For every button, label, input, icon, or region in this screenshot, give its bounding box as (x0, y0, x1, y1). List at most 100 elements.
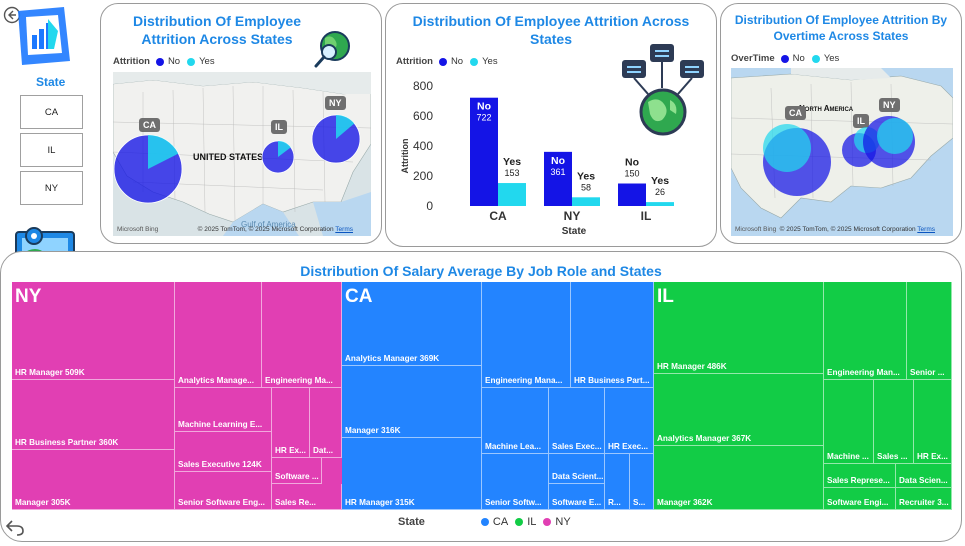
region-label: North America (799, 104, 854, 113)
overtime-map[interactable]: North America CA IL NY Microsoft Bing © … (731, 68, 953, 236)
treemap-cell-label: HR Ex... (917, 452, 948, 461)
treemap-cell-label: Senior Softw... (485, 498, 542, 507)
bar-no-il[interactable] (618, 183, 646, 207)
bar-series-label-yes: Yes (503, 156, 521, 168)
treemap-cell[interactable]: Manager 316K (342, 366, 482, 438)
treemap-cell[interactable]: Engineering Mana... (482, 282, 571, 388)
x-tick-label: IL (641, 209, 652, 223)
treemap-cell-label: Analytics Manage... (178, 376, 254, 385)
treemap-cell-label: HR Exec... (608, 442, 649, 451)
treemap-cell[interactable]: S... (630, 454, 654, 510)
bar-yes-ny[interactable] (572, 197, 600, 206)
treemap-cell[interactable]: Manager 305K (12, 450, 175, 510)
treemap-state-label: CA (345, 286, 373, 307)
treemap-cell-label: Sales Re... (275, 498, 316, 507)
treemap-cell[interactable]: Analytics Manage... (175, 282, 262, 388)
bar-series-label-yes: Yes (651, 175, 669, 187)
map-pie-ny[interactable] (311, 114, 361, 164)
treemap-legend-ca-dot (480, 518, 489, 526)
treemap-cell[interactable]: Software ... (272, 458, 322, 484)
treemap-cell[interactable]: Sales ... (874, 380, 914, 464)
map-pie-ca[interactable] (113, 134, 183, 204)
map-terms-link[interactable]: Terms (335, 226, 353, 233)
treemap-cell-label: Dat... (313, 446, 334, 455)
treemap-cell[interactable]: HR Ex... (272, 388, 310, 458)
treemap-cell-label: Machine Learning E... (178, 420, 263, 429)
treemap-cell-label: Manager 362K (657, 498, 713, 507)
overtime-map-title: Distribution Of Employee Attrition By Ov… (734, 13, 948, 43)
map-pill-ca: CA (139, 118, 160, 132)
overtime-legend-yes-dot (811, 54, 820, 63)
overtime-bubbles[interactable] (731, 68, 953, 236)
treemap-cell-label: HR Ex... (275, 446, 306, 455)
treemap-cell[interactable]: Sales Exec... (549, 388, 605, 454)
treemap-cell[interactable]: Machine Learning E... (175, 388, 272, 432)
slicer-option-il[interactable]: IL (20, 133, 83, 167)
legend-yes-label: Yes (199, 56, 215, 67)
treemap-cell[interactable]: Sales Re... (272, 484, 342, 510)
treemap-cell[interactable]: HR Business Part... (571, 282, 654, 388)
treemap-cell[interactable]: Software E... (549, 484, 605, 510)
treemap-cell[interactable]: HR Manager 315K (342, 438, 482, 510)
treemap-cell[interactable]: Senior Software Eng... (175, 472, 272, 510)
treemap-cell-label: Sales Represe... (827, 476, 890, 485)
treemap-cell-label: Sales Exec... (552, 442, 602, 451)
treemap-cell[interactable]: Machine ... (824, 380, 874, 464)
salary-treemap-card: Distribution Of Salary Average By Job Ro… (0, 251, 962, 542)
bar-value-label-yes: 58 (581, 182, 591, 192)
x-tick-label: CA (489, 209, 507, 223)
treemap-cell[interactable]: Engineering Ma... (262, 282, 342, 388)
bar-no-ny[interactable] (544, 151, 572, 206)
treemap-cell[interactable]: Sales Executive 124K (175, 432, 272, 472)
bar-legend-yes-label: Yes (482, 56, 498, 67)
treemap-cell[interactable]: R... (605, 454, 630, 510)
bar-legend-yes-dot (470, 57, 479, 66)
attrition-bar-chart[interactable]: 8006004002000AttritionNo722Yes153CANo361… (386, 4, 718, 248)
slicer-option-ny[interactable]: NY (20, 171, 83, 205)
treemap-cell[interactable]: Analytics Manager 367K (654, 374, 824, 446)
state-slicer-title: State (36, 75, 66, 89)
treemap-cell-label: Manager 316K (345, 426, 401, 435)
treemap-cell[interactable]: Sales Represe... (824, 464, 896, 488)
slicer-option-ca[interactable]: CA (20, 95, 83, 129)
treemap-cell[interactable]: Senior ... (907, 282, 952, 380)
bar-value-label-yes: 153 (504, 168, 519, 178)
overtime-legend-no-dot (780, 54, 789, 63)
overtime-map-card: Distribution Of Employee Attrition By Ov… (720, 3, 962, 244)
bar-value-label-no: 150 (624, 169, 639, 179)
salary-treemap[interactable]: HR Manager 509K HR Business Partner 360K M… (12, 282, 952, 510)
treemap-state-label: NY (15, 286, 42, 307)
undo-arrow-icon[interactable] (4, 516, 26, 538)
treemap-cell[interactable]: HR Exec... (605, 388, 654, 454)
legend-title: Attrition (113, 56, 150, 67)
treemap-legend-ca: CA (492, 516, 509, 528)
treemap-cell[interactable]: HR Ex... (914, 380, 952, 464)
attrition-map-title: Distribution Of Employee Attrition Acros… (132, 13, 301, 47)
bar-yes-ca[interactable] (498, 183, 526, 206)
treemap-group-ny: HR Manager 509K HR Business Partner 360K M… (12, 282, 342, 510)
treemap-cell[interactable]: Senior Softw... (482, 454, 549, 510)
treemap-cell[interactable]: Software Engi... (824, 488, 896, 510)
treemap-cell[interactable]: Analytics Manager 369K (342, 282, 482, 366)
treemap-cell[interactable]: Machine Lea... (482, 388, 549, 454)
attrition-map[interactable]: UNITED STATES Gulf of America CA IL NY M… (113, 72, 371, 236)
treemap-cell[interactable]: HR Manager 509K (12, 282, 175, 380)
treemap-cell[interactable]: Data Scien... (896, 464, 952, 488)
treemap-cell[interactable]: Manager 362K (654, 446, 824, 510)
globe-search-icon (313, 30, 351, 70)
treemap-cell-label: Sales Executive 124K (178, 460, 262, 469)
bar-yes-il[interactable] (646, 202, 674, 206)
legend-no-label: No (167, 56, 181, 67)
treemap-cell-label: Engineering Man... (827, 368, 900, 377)
overtime-terms-link[interactable]: Terms (917, 226, 935, 233)
map-pie-il[interactable] (261, 140, 295, 174)
treemap-cell[interactable]: HR Manager 486K (654, 282, 824, 374)
treemap-cell[interactable]: Engineering Man... (824, 282, 907, 380)
treemap-cell[interactable]: Recruiter 3... (896, 488, 952, 510)
treemap-cell[interactable]: Data Scient... (549, 454, 605, 484)
treemap-cell[interactable]: HR Business Partner 360K (12, 380, 175, 450)
bar-no-ca[interactable] (470, 97, 498, 206)
overtime-legend-no-label: No (792, 53, 805, 64)
pie-slice-yes (336, 115, 355, 139)
treemap-cell[interactable]: Dat... (310, 388, 342, 458)
